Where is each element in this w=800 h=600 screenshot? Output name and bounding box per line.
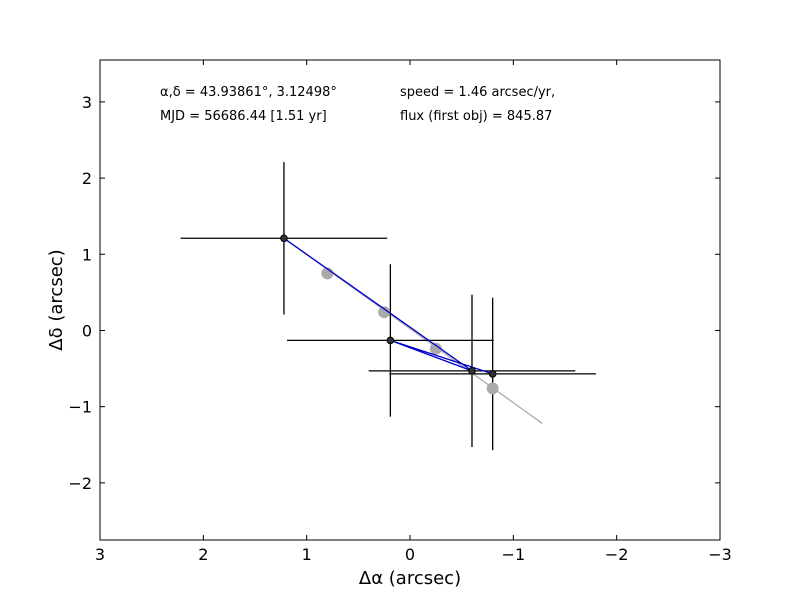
annotation-coords: α,δ = 43.93861°, 3.12498° bbox=[160, 85, 337, 100]
y-tick-label: −1 bbox=[68, 398, 92, 417]
axis-ticks: 3 2 1 0 −1 −2 −3 3 2 1 0 −1 −2 bbox=[68, 60, 732, 564]
y-tick-label: −2 bbox=[68, 474, 92, 493]
observed-point-0 bbox=[280, 234, 288, 243]
y-axis-label: Δδ (arcsec) bbox=[46, 249, 67, 350]
observed-point-2 bbox=[468, 367, 476, 375]
y-tick-label: 1 bbox=[82, 245, 92, 264]
x-tick-label: −3 bbox=[708, 545, 732, 564]
x-tick-label: 2 bbox=[198, 545, 208, 564]
x-tick-label: 3 bbox=[95, 545, 105, 564]
x-tick-label: −2 bbox=[605, 545, 629, 564]
x-axis-label: Δα (arcsec) bbox=[359, 568, 461, 589]
annotation-flux: flux (first obj) = 845.87 bbox=[400, 109, 552, 124]
observed-point-1 bbox=[386, 336, 395, 345]
observed-path-line bbox=[283, 237, 493, 375]
annotation-mjd: MJD = 56686.44 [1.51 yr] bbox=[160, 109, 327, 124]
plot-marks bbox=[180, 162, 596, 451]
y-tick-label: 0 bbox=[82, 321, 92, 340]
x-tick-label: 1 bbox=[302, 545, 312, 564]
model-point-3 bbox=[486, 382, 499, 395]
x-tick-label: 0 bbox=[405, 545, 415, 564]
x-tick-label: −1 bbox=[502, 545, 526, 564]
y-tick-label: 3 bbox=[82, 93, 92, 112]
y-tick-label: 2 bbox=[82, 169, 92, 188]
annotation-speed: speed = 1.46 arcsec/yr, bbox=[400, 85, 555, 100]
observed-point-3 bbox=[488, 370, 497, 378]
